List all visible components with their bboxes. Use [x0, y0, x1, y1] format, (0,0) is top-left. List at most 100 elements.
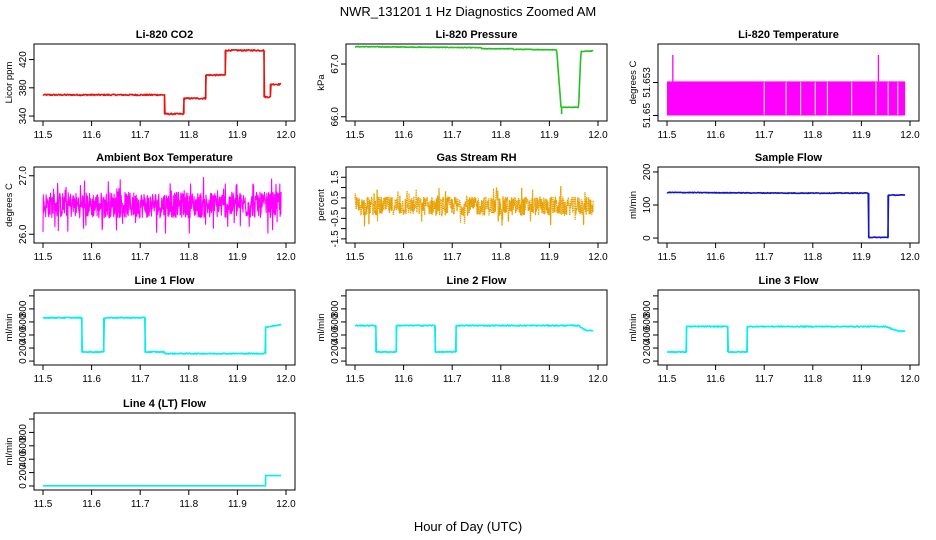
y-tick-label: 600 [330, 313, 341, 330]
x-tick-label: 11.8 [179, 374, 198, 385]
x-tick-label: 11.8 [491, 130, 510, 141]
y-tick-label: 600 [18, 437, 29, 454]
x-tick-label: 11.5 [346, 252, 365, 263]
x-tick-label: 11.7 [443, 130, 462, 141]
x-tick-label: 11.8 [179, 499, 198, 510]
x-tick-label: 11.5 [34, 130, 53, 141]
x-tick-label: 12.0 [276, 130, 296, 141]
figure-title: NWR_131201 1 Hz Diagnostics Zoomed AM [340, 4, 597, 19]
y-axis-label: degrees C [628, 60, 639, 104]
y-tick-label: 200 [18, 464, 29, 481]
series-line [354, 324, 594, 354]
plot-frame [657, 289, 920, 366]
x-tick-label: 11.7 [755, 252, 774, 263]
y-axis-label: ml/min [628, 314, 639, 342]
x-tick-label: 12.0 [276, 499, 296, 510]
panel-ambient-box-temperature: Ambient Box Temperature degrees C 11.5 11.6… [4, 152, 296, 263]
y-tick-label: 200 [330, 339, 341, 356]
x-tick-label: 12.0 [276, 252, 296, 263]
series-line [42, 48, 282, 116]
y-tick-label: 0 [642, 235, 653, 241]
x-tick-label: 11.8 [179, 130, 198, 141]
x-tick-label: 11.7 [131, 252, 150, 263]
x-tick-label: 11.8 [179, 252, 198, 263]
x-tick-label: 11.5 [34, 499, 53, 510]
panel-title: Gas Stream RH [436, 152, 516, 164]
y-tick-label: 51.65 [642, 103, 653, 128]
x-tick-label: 12.0 [588, 252, 608, 263]
x-tick-label: 11.5 [346, 130, 365, 141]
y-tick-label: 0 [330, 358, 341, 364]
y-axis-label: ml/min [628, 191, 639, 219]
y-axis-label: kPa [316, 74, 327, 91]
panel-grid: Li-820 CO2 Licor ppm 11.5 11.6 11.7 11.8 11.9 1… [4, 29, 920, 510]
panel-title: Li-820 Temperature [738, 29, 839, 41]
x-tick-label: 11.6 [82, 499, 101, 510]
y-axis-label: degrees C [4, 183, 15, 227]
x-tick-label: 11.8 [491, 252, 510, 263]
panel-line-4-lt-flow: Line 4 (LT) Flow ml/min 11.5 11.6 11.7 11.8 11… [4, 398, 296, 510]
x-tick-label: 11.7 [443, 374, 462, 385]
x-tick-label: 11.7 [755, 130, 774, 141]
series-line [42, 316, 282, 355]
x-tick-label: 12.0 [900, 252, 920, 263]
plot-frame [657, 166, 920, 244]
x-tick-label: 11.8 [803, 252, 822, 263]
panel-title: Sample Flow [755, 152, 823, 164]
x-tick-label: 11.9 [852, 374, 871, 385]
x-tick-label: 11.9 [540, 130, 559, 141]
panel-title: Li-820 Pressure [436, 29, 518, 41]
y-axis-label: Licor ppm [4, 62, 15, 104]
x-tick-label: 11.6 [394, 130, 413, 141]
panel-sample-flow: Sample Flow ml/min 11.5 11.6 11.7 11.8 11.9 12.… [628, 152, 920, 263]
panel-title: Line 1 Flow [135, 275, 195, 287]
x-tick-label: 12.0 [900, 130, 920, 141]
y-tick-label: 400 [18, 450, 29, 467]
figure-xlabel: Hour of Day (UTC) [414, 519, 522, 534]
y-tick-label: 27.0 [18, 166, 29, 186]
plot-frame [33, 289, 296, 366]
series-line [42, 176, 282, 234]
y-tick-label: 66.0 [330, 107, 341, 127]
panel-li-820-pressure: Li-820 Pressure kPa 11.5 11.6 11.7 11.8 11.9 12… [316, 29, 608, 141]
y-tick-label: 600 [642, 313, 653, 330]
plot-frame [345, 166, 608, 244]
x-tick-label: 11.9 [228, 252, 247, 263]
x-tick-label: 11.7 [131, 499, 150, 510]
y-tick-label: 340 [18, 107, 29, 124]
y-tick-label: -0.5 [330, 209, 341, 227]
panel-title: Line 4 (LT) Flow [123, 398, 206, 410]
plot-frame [33, 166, 296, 244]
x-tick-label: 12.0 [588, 130, 608, 141]
x-tick-label: 11.6 [82, 252, 101, 263]
y-tick-label: 0.5 [330, 190, 341, 204]
y-tick-label: 200 [642, 339, 653, 356]
x-tick-label: 11.6 [82, 130, 101, 141]
y-tick-label: 380 [18, 79, 29, 96]
y-tick-label: 67.0 [330, 54, 341, 74]
x-tick-label: 11.5 [34, 252, 53, 263]
x-tick-label: 11.6 [394, 374, 413, 385]
y-tick-label: 800 [330, 300, 341, 317]
panel-line-2-flow: Line 2 Flow ml/min 11.5 11.6 11.7 11.8 11.9 12.… [316, 275, 608, 385]
x-tick-label: 11.9 [852, 130, 871, 141]
series-line [666, 325, 906, 354]
panel-gas-stream-rh: Gas Stream RH percent 11.5 11.6 11.7 11.8 11.9… [316, 152, 608, 263]
x-tick-label: 11.9 [540, 252, 559, 263]
y-axis-label: percent [316, 189, 327, 221]
x-tick-label: 11.9 [852, 252, 871, 263]
x-tick-label: 11.5 [346, 374, 365, 385]
y-tick-label: -1.5 [330, 230, 341, 248]
x-tick-label: 11.6 [394, 252, 413, 263]
y-tick-label: 26.0 [18, 224, 29, 244]
y-tick-label: 200 [18, 339, 29, 356]
y-axis-label: ml/min [4, 314, 15, 342]
y-tick-label: 0 [18, 358, 29, 364]
x-tick-label: 12.0 [588, 374, 608, 385]
y-axis-label: ml/min [316, 314, 327, 342]
plot-frame [345, 289, 608, 366]
x-tick-label: 11.7 [131, 130, 150, 141]
x-tick-label: 11.7 [443, 252, 462, 263]
y-tick-label: 0 [642, 358, 653, 364]
y-tick-label: 200 [642, 163, 653, 180]
